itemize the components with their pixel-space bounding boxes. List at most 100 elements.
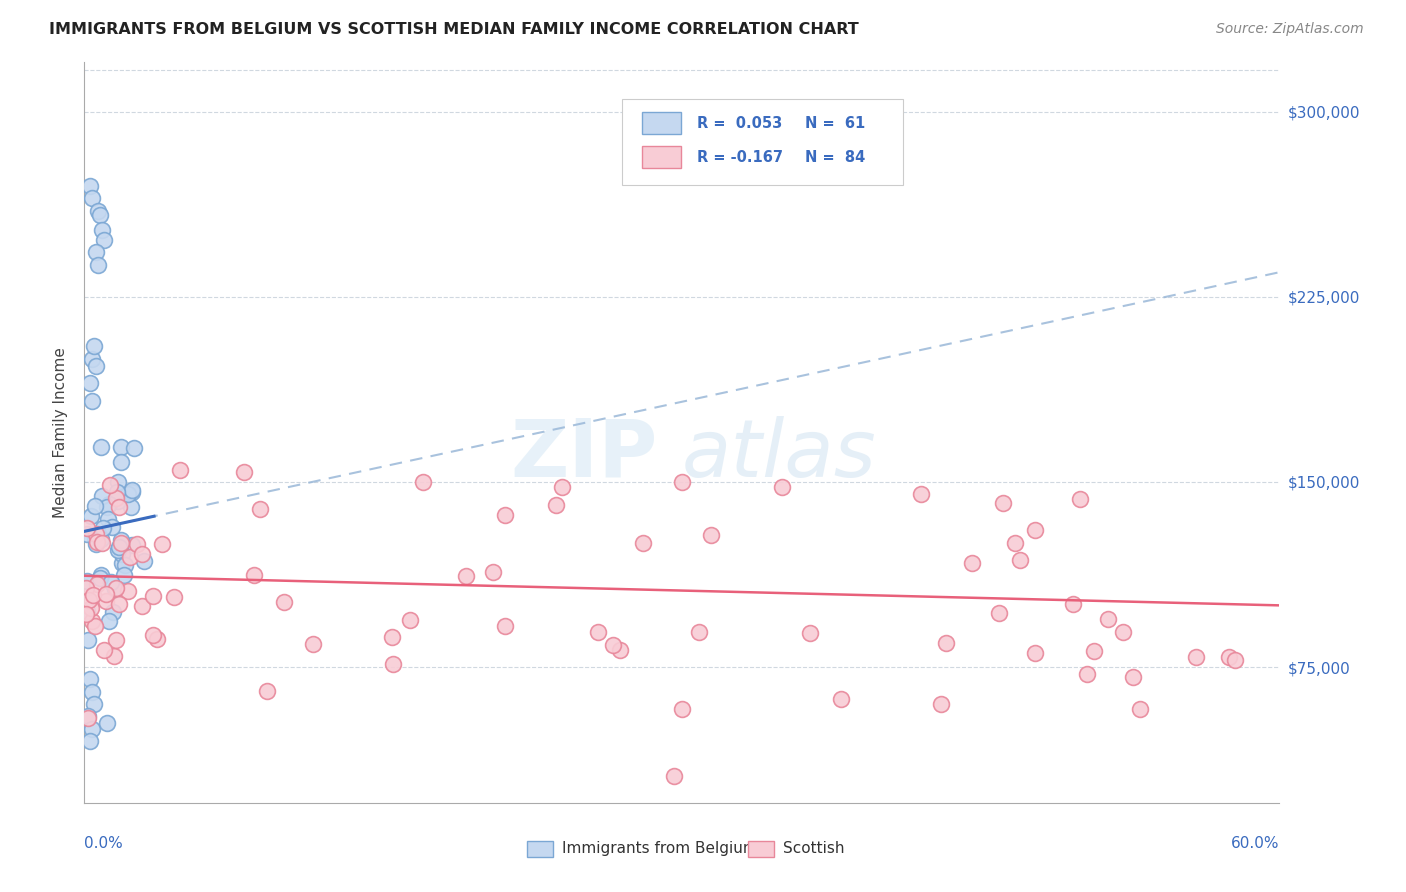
Point (104, 632, 127, 647)
Point (671, 702, 693, 716)
Point (1129, 702, 1152, 716)
Point (1008, 553, 1031, 567)
Point (302, 637, 325, 651)
Point (1097, 612, 1119, 626)
Point (1184, 650, 1206, 665)
Point (107, 542, 129, 557)
Point (104, 581, 127, 595)
Point (551, 480, 574, 494)
Point (117, 584, 139, 599)
Point (76, 527, 98, 541)
Point (1024, 523, 1046, 537)
Point (83, 499, 105, 513)
Point (111, 556, 134, 570)
Point (79, 673, 101, 687)
Point (107, 500, 129, 515)
Point (243, 567, 266, 582)
Text: N =  61: N = 61 (806, 116, 865, 130)
Point (76, 711, 98, 725)
Point (121, 483, 143, 497)
Point (121, 484, 143, 499)
Point (122, 441, 145, 455)
Point (80, 614, 103, 628)
Point (1122, 670, 1144, 684)
Point (960, 556, 983, 570)
Point (586, 624, 609, 639)
Point (456, 568, 478, 582)
Point (76, 521, 98, 535)
Point (120, 500, 142, 514)
Point (1112, 625, 1135, 640)
Point (381, 630, 404, 644)
Point (1024, 646, 1046, 660)
Text: R = -0.167: R = -0.167 (697, 150, 783, 165)
Point (83, 618, 105, 632)
Point (79, 376, 101, 391)
Point (112, 568, 135, 582)
Point (90, 568, 112, 582)
Point (110, 440, 132, 454)
Point (145, 632, 167, 646)
Point (82, 722, 104, 736)
Point (121, 538, 143, 552)
Point (910, 487, 932, 501)
Point (1069, 492, 1091, 507)
Point (89, 209, 111, 223)
Point (82, 351, 104, 366)
Point (232, 465, 254, 479)
Point (77, 709, 100, 723)
Point (84, 536, 107, 550)
Point (399, 613, 422, 627)
Point (131, 599, 153, 613)
Point (97, 497, 120, 511)
Point (125, 537, 148, 551)
Point (631, 535, 654, 549)
Point (75, 607, 97, 621)
Point (117, 487, 139, 501)
Point (107, 494, 129, 508)
Point (105, 485, 128, 500)
Point (94, 587, 117, 601)
Point (79, 178, 101, 193)
Point (90, 440, 112, 454)
Point (110, 533, 132, 548)
Point (90, 533, 112, 547)
Point (84, 527, 107, 541)
Point (110, 455, 132, 469)
Point (131, 547, 153, 561)
Point (90, 536, 112, 550)
Text: atlas: atlas (682, 416, 877, 494)
Point (110, 536, 132, 550)
Text: Immigrants from Belgium: Immigrants from Belgium (562, 841, 758, 856)
Point (688, 625, 710, 640)
Point (929, 697, 952, 711)
Point (163, 591, 186, 605)
Point (481, 565, 503, 579)
Point (82, 685, 104, 699)
Point (249, 502, 271, 516)
Point (991, 496, 1014, 510)
Point (700, 528, 723, 542)
Point (142, 590, 165, 604)
Point (104, 491, 127, 505)
Text: IMMIGRANTS FROM BELGIUM VS SCOTTISH MEDIAN FAMILY INCOME CORRELATION CHART: IMMIGRANTS FROM BELGIUM VS SCOTTISH MEDI… (49, 22, 859, 37)
Point (770, 480, 793, 494)
Point (107, 541, 129, 555)
Point (93, 233, 115, 247)
Text: ZIP: ZIP (510, 416, 658, 494)
Point (1083, 644, 1105, 658)
Point (107, 475, 129, 489)
Text: 0.0%: 0.0% (84, 836, 124, 851)
Point (256, 683, 278, 698)
Point (96, 500, 118, 515)
Point (111, 547, 134, 561)
FancyBboxPatch shape (527, 840, 553, 857)
Point (150, 537, 173, 551)
Point (1223, 653, 1246, 667)
Point (76, 574, 98, 589)
Point (494, 508, 516, 522)
Point (494, 618, 516, 632)
Point (90, 489, 112, 503)
Point (91, 223, 114, 237)
Point (830, 692, 852, 706)
